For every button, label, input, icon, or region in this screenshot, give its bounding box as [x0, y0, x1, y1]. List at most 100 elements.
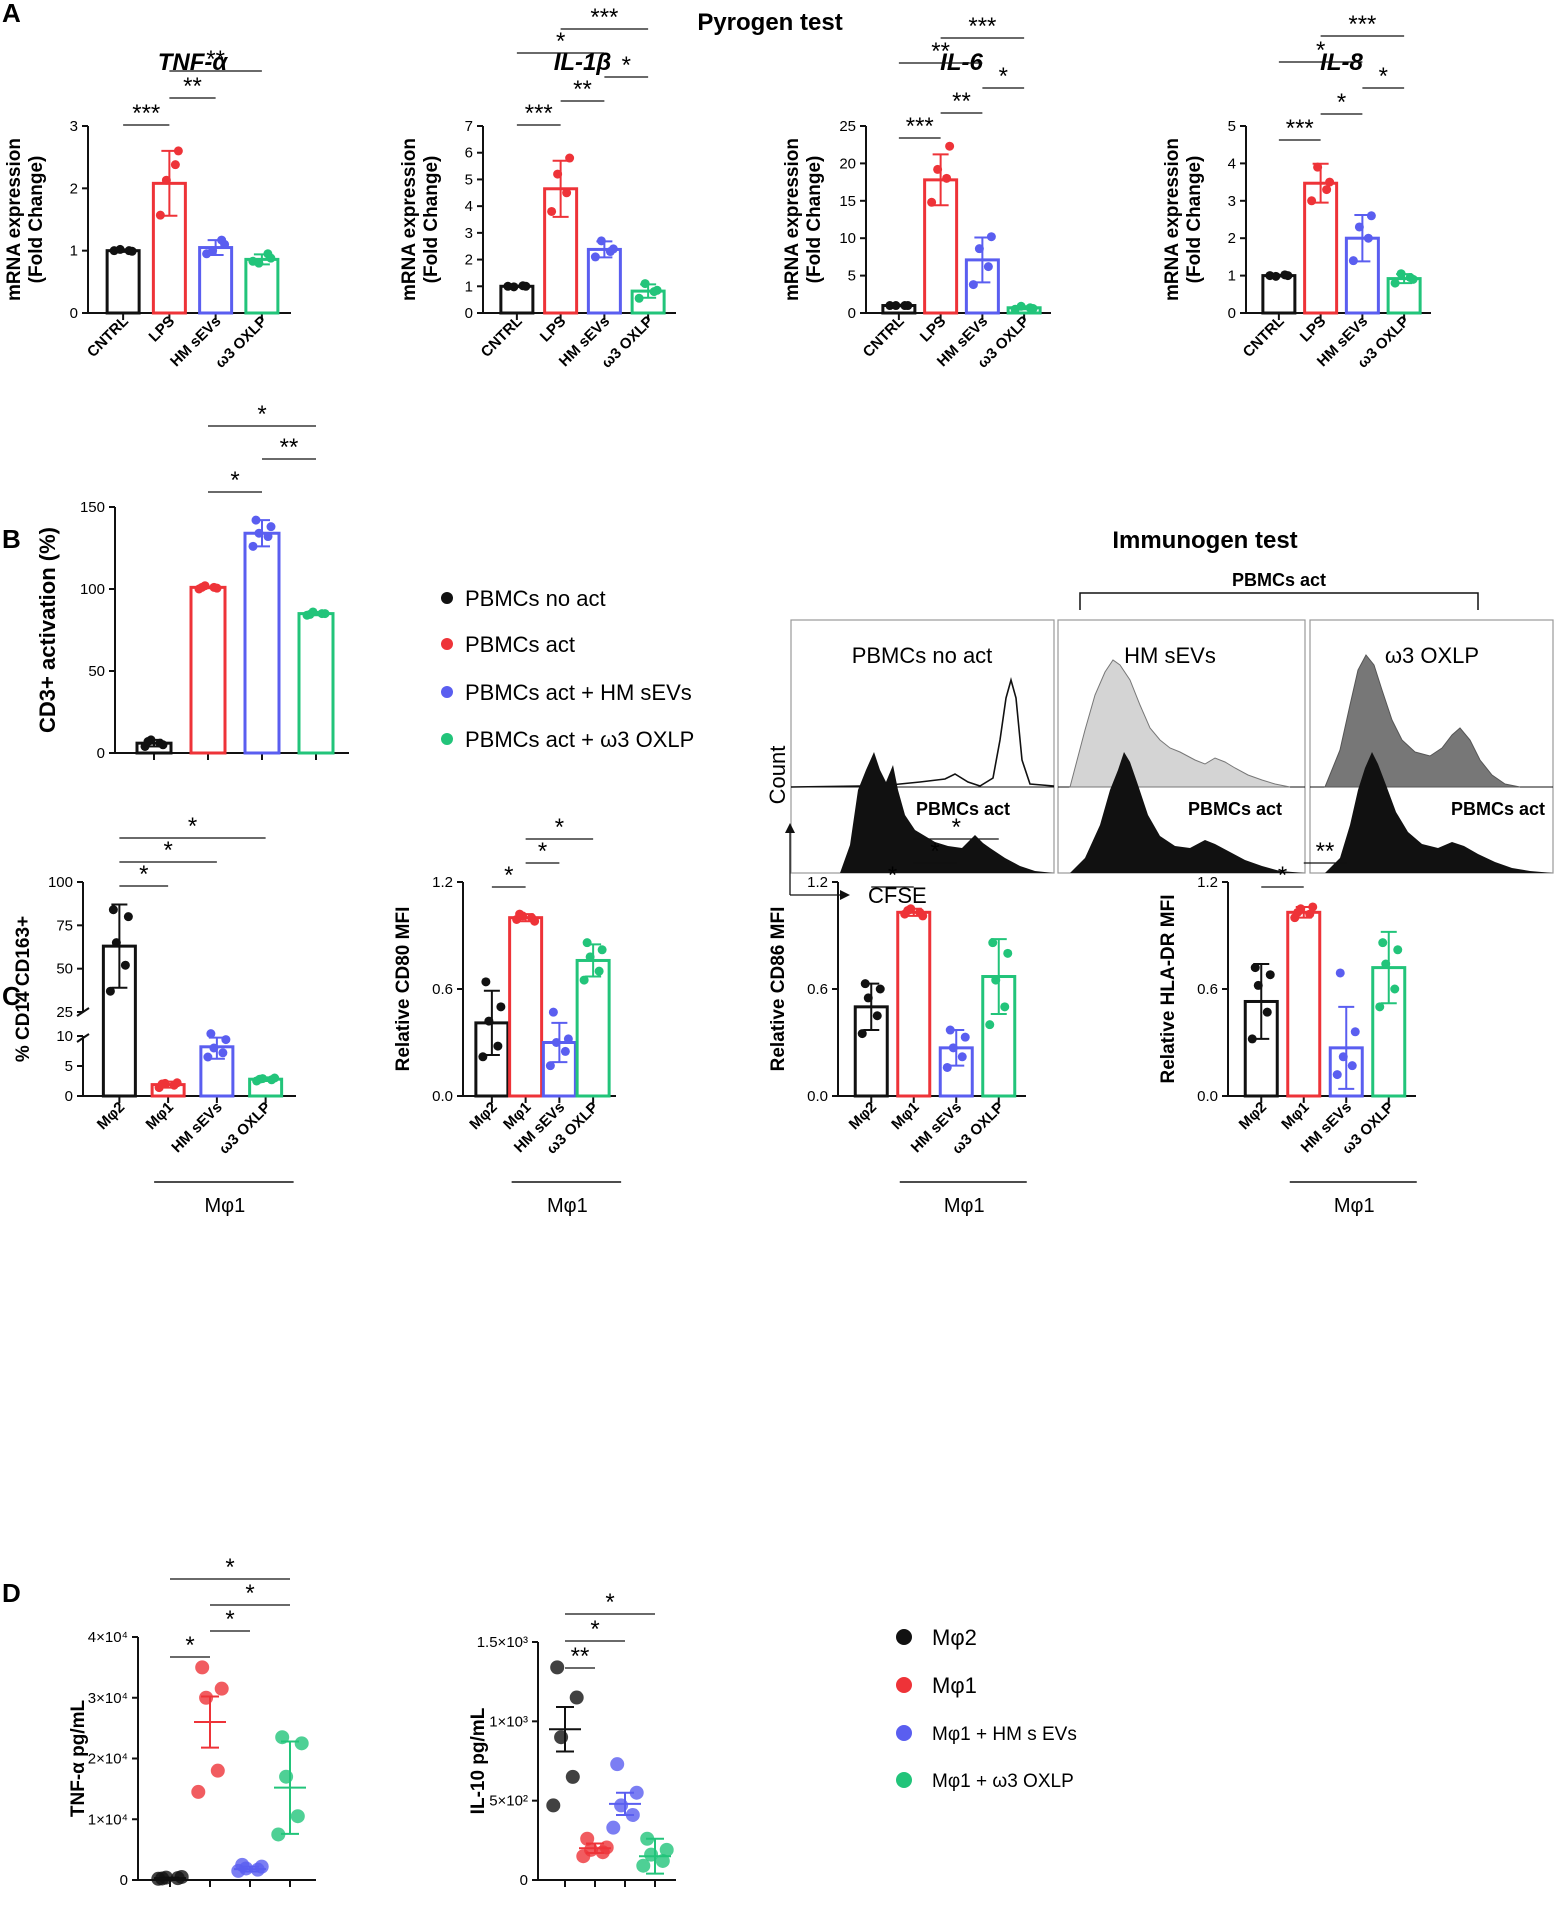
significance-label: ** — [952, 88, 971, 115]
data-point — [478, 1052, 488, 1062]
data-point — [173, 146, 183, 156]
data-point — [565, 153, 575, 163]
y-tick-label: 10 — [839, 230, 856, 247]
bar — [198, 246, 234, 315]
data-point — [254, 1859, 269, 1874]
data-point — [172, 1078, 182, 1088]
data-point — [918, 911, 928, 921]
data-point — [209, 1043, 219, 1053]
data-point — [170, 160, 180, 170]
y-tick-label: 1 — [1228, 268, 1236, 285]
y-tick-label: 0 — [520, 1872, 528, 1889]
legend-d-marker-1 — [896, 1677, 912, 1693]
data-point — [206, 1029, 216, 1039]
y-tick-label: 0 — [848, 305, 856, 322]
data-point — [530, 916, 540, 926]
significance-label: * — [888, 862, 897, 889]
data-point — [255, 1074, 265, 1084]
legend-b: PBMCs no act PBMCs act PBMCs act + HM sE… — [441, 586, 694, 752]
hist-title-3: ω3 OXLP — [1385, 643, 1479, 668]
category-label: ω3 OXLP — [216, 1099, 275, 1158]
category-label: CNTRL — [478, 313, 526, 361]
data-point — [1338, 1052, 1348, 1062]
legend-d: Mφ2 Mφ1 Mφ1 + HM s EVs Mφ1 + ω3 OXLP — [896, 1625, 1077, 1792]
data-point — [1381, 959, 1391, 969]
data-point — [569, 1690, 584, 1705]
y-tick-label: 100 — [80, 581, 105, 598]
data-point — [988, 938, 998, 948]
data-point — [212, 583, 222, 593]
data-point — [290, 1809, 305, 1824]
hist-act-fill-2 — [1070, 752, 1305, 873]
bar — [1286, 910, 1322, 1098]
y-tick-label: 1 — [70, 243, 78, 260]
significance-label: * — [952, 814, 961, 841]
panel-label-c: C — [2, 981, 21, 1011]
data-point — [208, 246, 218, 256]
axis-break-mark — [76, 1033, 90, 1043]
data-point — [191, 1784, 206, 1799]
significance-label: *** — [525, 100, 553, 127]
data-point — [266, 253, 276, 263]
y-tick-label: 3 — [70, 118, 78, 135]
data-point — [220, 239, 230, 249]
y-tick-label: 4 — [465, 198, 473, 215]
data-point — [155, 210, 165, 220]
data-point — [608, 244, 618, 254]
data-point — [174, 1869, 189, 1884]
data-point — [551, 1038, 561, 1047]
y-tick-label: 7 — [465, 118, 473, 135]
panel-label-b: B — [2, 524, 21, 554]
y-tick-label: 1×10⁴ — [88, 1811, 128, 1828]
legend-b-label-3: PBMCs act + ω3 OXLP — [465, 727, 694, 752]
y-tick-label: 2×10⁴ — [88, 1751, 128, 1768]
act-bracket — [1079, 592, 1479, 610]
y-tick-label: 5 — [848, 268, 856, 285]
significance-label: * — [225, 1554, 234, 1581]
data-point — [550, 1660, 565, 1675]
y-tick-label: 0.6 — [807, 981, 828, 998]
legend-d-marker-0 — [896, 1629, 912, 1645]
data-point — [991, 975, 1001, 985]
y-tick-label: 5 — [465, 171, 473, 188]
category-label: LPS — [917, 313, 950, 346]
y-tick-label: 20 — [839, 155, 856, 172]
data-point — [496, 1002, 506, 1012]
y-tick-label: 1.5×10³ — [477, 1634, 528, 1651]
data-point — [1305, 909, 1315, 919]
data-point — [974, 244, 984, 254]
y-tick-label: 3×10⁴ — [88, 1690, 128, 1707]
data-point — [857, 1029, 867, 1039]
data-point — [484, 1016, 494, 1026]
data-point — [248, 541, 258, 551]
legend-d-marker-2 — [896, 1725, 912, 1741]
y-tick-label: 0 — [120, 1872, 128, 1889]
data-point — [1332, 1070, 1342, 1080]
bar — [896, 910, 932, 1098]
group-label: Mφ1 — [944, 1195, 985, 1217]
data-point — [546, 1798, 561, 1813]
bar — [1261, 274, 1297, 315]
data-point — [1313, 162, 1323, 172]
data-point — [515, 909, 525, 919]
data-point — [590, 252, 600, 262]
bar — [243, 531, 281, 755]
y-tick-label: 3 — [465, 225, 473, 242]
data-point — [610, 1757, 625, 1772]
y-tick-label: 15 — [839, 193, 856, 210]
y-tick-label: 4 — [1228, 155, 1236, 172]
category-label: Mφ2 — [1236, 1099, 1270, 1133]
y-tick-label: 0 — [70, 305, 78, 322]
data-point — [933, 164, 943, 174]
data-point — [266, 522, 276, 532]
data-point — [115, 244, 125, 254]
data-point — [127, 246, 137, 256]
data-point — [597, 945, 607, 955]
hist-act-label-2: PBMCs act — [1188, 799, 1282, 819]
significance-label: * — [245, 1580, 254, 1607]
y-tick-label: 6 — [465, 145, 473, 162]
data-point — [271, 1827, 286, 1842]
y-tick-label: 25 — [56, 1004, 73, 1021]
